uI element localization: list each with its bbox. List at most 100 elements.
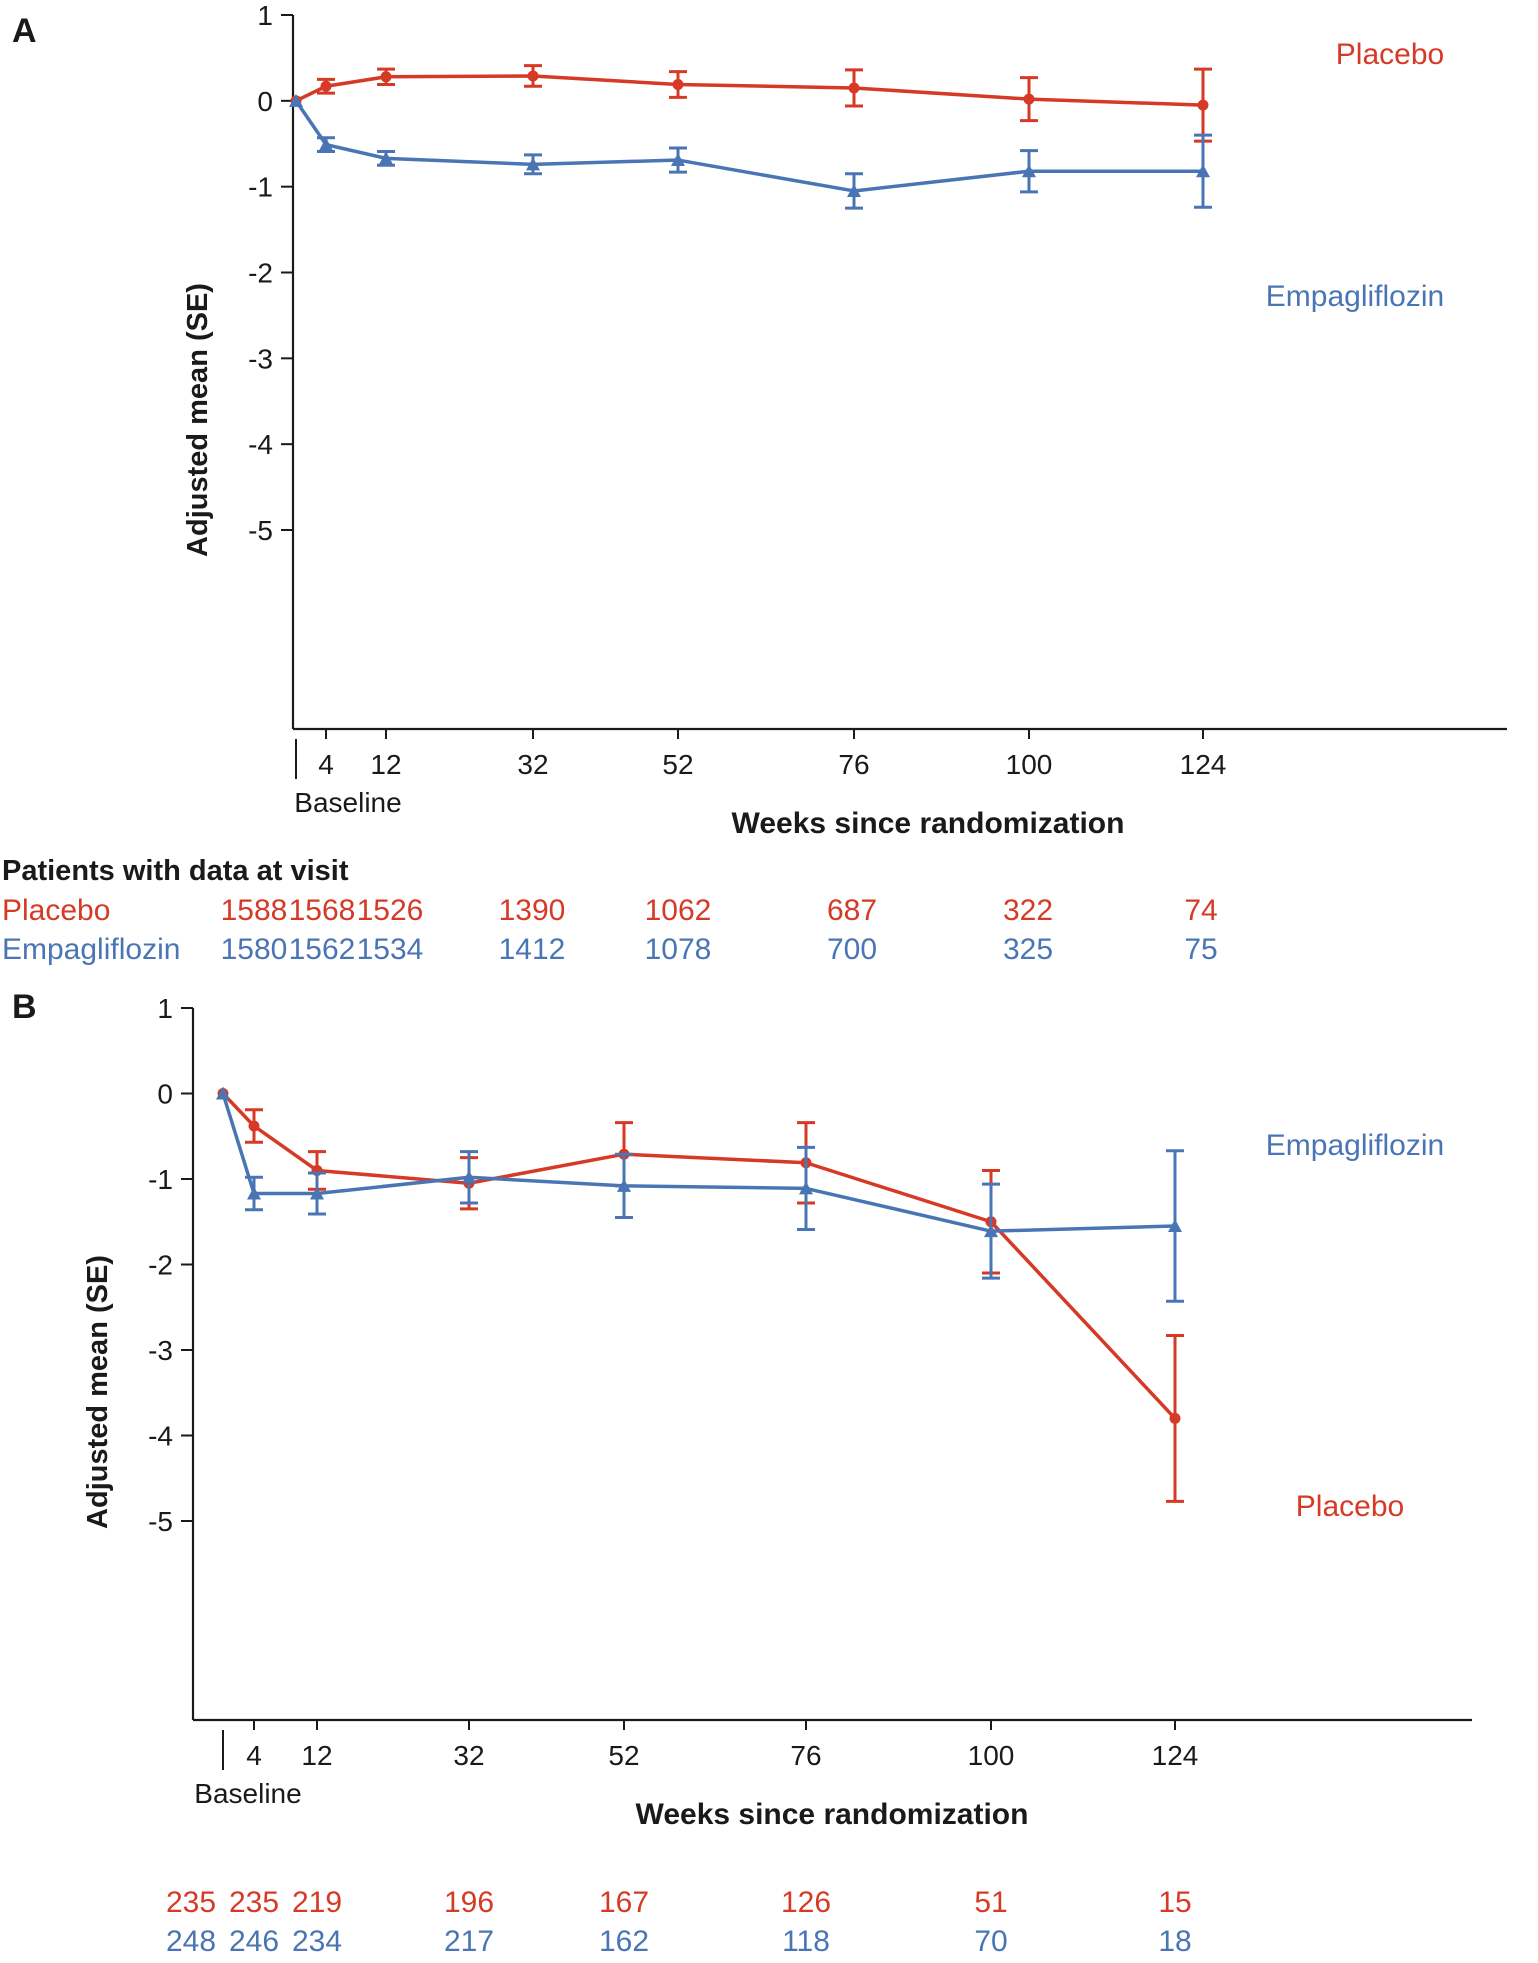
panel-a-y-ticks: 1 0 -1 -2 -3 -4 -5 bbox=[248, 0, 293, 546]
panel-a-empagliflozin-point bbox=[1022, 164, 1036, 178]
panel-a-y-axis-label: Adjusted mean (SE) bbox=[182, 283, 214, 557]
panel-b-x-tick-label: 52 bbox=[608, 1740, 639, 1771]
panel-a-y-tick-label: 1 bbox=[257, 0, 273, 31]
panel-a-placebo-point bbox=[1023, 93, 1035, 105]
panel-b-count-placebo: 196 bbox=[444, 1886, 494, 1919]
panel-b-y-tick-label: -5 bbox=[148, 1506, 173, 1537]
panel-a-letter: A bbox=[12, 12, 37, 50]
panel-b-empagliflozin-point bbox=[462, 1170, 476, 1184]
panel-a-count-empagliflozin: 325 bbox=[1003, 933, 1053, 966]
panel-a-x-tick-label: 4 bbox=[318, 749, 334, 780]
panel-a-count-placebo: 1568 bbox=[289, 894, 356, 927]
panel-b-placebo-line bbox=[221, 1092, 1177, 1420]
panel-b-count-empagliflozin: 162 bbox=[599, 1925, 649, 1958]
panel-a-y-tick-label: -2 bbox=[248, 258, 273, 289]
panel-b-count-placebo: 51 bbox=[974, 1886, 1007, 1919]
panel-b-y-tick-label: 1 bbox=[157, 993, 173, 1024]
panel-b-x-tick-label: 124 bbox=[1152, 1740, 1199, 1771]
panel-b-count-empagliflozin: 248 bbox=[166, 1925, 216, 1958]
panel-b-empagliflozin-label: Empagliflozin bbox=[1266, 1129, 1444, 1162]
panel-a-placebo-point bbox=[320, 80, 332, 92]
panel-a-x-tick-label: 100 bbox=[1006, 749, 1053, 780]
panel-a-count-placebo: 1390 bbox=[499, 894, 566, 927]
panel-a-empagliflozin-point bbox=[1196, 164, 1210, 178]
panel-a-x-ticks: 4 12 32 52 76 100 124 bbox=[295, 729, 1227, 780]
panel-a-empagliflozin-point bbox=[319, 137, 333, 151]
panel-a-count-empagliflozin: 1078 bbox=[645, 933, 712, 966]
panel-a-x-tick-label: 32 bbox=[517, 749, 548, 780]
panel-b-x-tick-label: 12 bbox=[301, 1740, 332, 1771]
panel-b-x-tick-label: 100 bbox=[968, 1740, 1015, 1771]
panel-b-empagliflozin-point bbox=[984, 1224, 998, 1238]
panel-a-x-tick-label: 124 bbox=[1180, 749, 1227, 780]
panel-b-count-placebo: 167 bbox=[599, 1886, 649, 1919]
panel-b-x-axis-label: Weeks since randomization bbox=[636, 1798, 1029, 1831]
panel-a-counts-placebo-label: Placebo bbox=[2, 894, 110, 927]
panel-a-count-placebo: 687 bbox=[827, 894, 877, 927]
panel-b-y-tick-label: -2 bbox=[148, 1250, 173, 1281]
panel-a-count-placebo: 1588 bbox=[221, 894, 288, 927]
panel-a-count-placebo: 1526 bbox=[357, 894, 424, 927]
panel-a-count-placebo: 322 bbox=[1003, 894, 1053, 927]
panel-a-empagliflozin-line bbox=[294, 99, 1203, 193]
panel-b-y-tick-label: -4 bbox=[148, 1421, 173, 1452]
panel-a-x-axis-label: Weeks since randomization bbox=[732, 807, 1125, 840]
panel-b-empagliflozin-line bbox=[221, 1092, 1176, 1233]
panel-b-x-tick-label: 4 bbox=[246, 1740, 262, 1771]
panel-a-count-placebo: 1062 bbox=[645, 894, 712, 927]
panel-a-count-empagliflozin: 1580 bbox=[221, 933, 288, 966]
panel-b-placebo-point bbox=[248, 1120, 260, 1132]
panel-a-y-tick-label: -1 bbox=[248, 172, 273, 203]
panel-b-empagliflozin-point bbox=[310, 1186, 324, 1200]
panel-b-series-placebo bbox=[217, 1088, 1184, 1503]
panel-b-placebo-point bbox=[1169, 1412, 1181, 1424]
panel-b-empagliflozin-point bbox=[1168, 1219, 1182, 1233]
panel-b-count-placebo: 235 bbox=[229, 1886, 279, 1919]
panel-b-y-axis-label: Adjusted mean (SE) bbox=[82, 1255, 114, 1529]
panel-b-x-tick-label: 76 bbox=[790, 1740, 821, 1771]
panel-a-count-empagliflozin: 700 bbox=[827, 933, 877, 966]
panel-a-y-tick-label: 0 bbox=[257, 86, 273, 117]
panel-a-x-tick-label: 12 bbox=[370, 749, 401, 780]
panel-b-count-empagliflozin: 234 bbox=[292, 1925, 342, 1958]
panel-b-count-placebo: 126 bbox=[781, 1886, 831, 1919]
panel-b-plot-area bbox=[216, 1086, 1184, 1503]
panel-a-empagliflozin-label: Empagliflozin bbox=[1266, 280, 1444, 313]
panel-a-plot-area bbox=[289, 64, 1212, 210]
panel-a-count-empagliflozin: 1534 bbox=[357, 933, 424, 966]
panel-a-series-placebo bbox=[290, 64, 1212, 143]
panel-b-letter: B bbox=[12, 988, 37, 1026]
panel-a-x-tick-label: 52 bbox=[662, 749, 693, 780]
panel-b-count-empagliflozin: 18 bbox=[1158, 1925, 1191, 1958]
panel-a-placebo-point bbox=[1197, 99, 1209, 111]
panel-b-y-tick-label: -3 bbox=[148, 1335, 173, 1366]
panel-b-empagliflozin-point bbox=[216, 1086, 230, 1100]
panel-b-x-ticks: 4 12 32 52 76 100 124 bbox=[222, 1720, 1199, 1771]
panel-b-y-tick-label: 0 bbox=[157, 1079, 173, 1110]
panel-a-placebo-point bbox=[527, 70, 539, 82]
panel-a-count-empagliflozin: 1562 bbox=[289, 933, 356, 966]
panel-a-x-tick-label: 76 bbox=[838, 749, 869, 780]
panel-a-empagliflozin-point bbox=[379, 151, 393, 165]
panel-a-patient-counts: 1588 1568 1526 1390 1062 687 322 74 1580 1562 1534… bbox=[221, 894, 1218, 966]
panel-b-series-empagliflozin bbox=[216, 1086, 1184, 1303]
panel-b-empagliflozin-point bbox=[799, 1181, 813, 1195]
panel-a-baseline-label: Baseline bbox=[294, 787, 401, 818]
panel-b-empagliflozin-point bbox=[247, 1186, 261, 1200]
panel-a-y-tick-label: -5 bbox=[248, 515, 273, 546]
panel-a-empagliflozin-point bbox=[671, 153, 685, 167]
panel-a-empagliflozin-point bbox=[526, 157, 540, 171]
panel-b-baseline-label: Baseline bbox=[194, 1778, 301, 1809]
panel-a-empagliflozin-point bbox=[847, 183, 861, 197]
panel-a-y-tick-label: -3 bbox=[248, 343, 273, 374]
panel-a-series-empagliflozin bbox=[289, 93, 1212, 210]
panel-a-y-tick-label: -4 bbox=[248, 429, 273, 460]
panel-b-x-tick-label: 32 bbox=[453, 1740, 484, 1771]
panel-b-empagliflozin-point bbox=[617, 1178, 631, 1192]
panel-a-empagliflozin-point bbox=[289, 93, 303, 107]
panel-b-count-placebo: 15 bbox=[1158, 1886, 1191, 1919]
panel-b-count-empagliflozin: 246 bbox=[229, 1925, 279, 1958]
panel-a: A 10-1-2-3-4-5 4 12 32 52 76 100 124 Baseline … bbox=[2, 0, 1507, 966]
panel-b-count-empagliflozin: 70 bbox=[974, 1925, 1007, 1958]
